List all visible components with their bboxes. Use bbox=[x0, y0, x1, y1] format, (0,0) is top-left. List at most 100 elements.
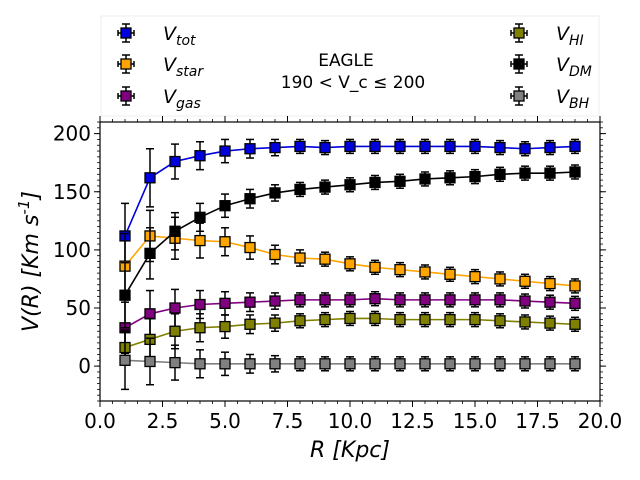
plot-area bbox=[119, 138, 581, 391]
data-point bbox=[169, 356, 181, 369]
data-point bbox=[344, 358, 356, 370]
data-point bbox=[519, 275, 531, 287]
x-tick-label: 10.0 bbox=[328, 409, 373, 433]
data-point bbox=[219, 200, 231, 212]
x-tick-label: 17.5 bbox=[515, 409, 560, 433]
data-point bbox=[569, 166, 581, 178]
data-point bbox=[494, 315, 506, 327]
legend-marker bbox=[120, 58, 132, 70]
data-point bbox=[319, 141, 331, 154]
series-HI bbox=[119, 310, 581, 366]
data-point bbox=[419, 313, 431, 326]
data-point bbox=[219, 145, 231, 157]
data-point bbox=[369, 176, 381, 189]
legend-marker bbox=[513, 58, 525, 70]
data-point bbox=[394, 140, 406, 153]
data-point bbox=[319, 253, 331, 265]
data-point bbox=[469, 313, 481, 326]
data-point bbox=[194, 150, 206, 162]
data-point bbox=[419, 358, 431, 370]
data-point bbox=[269, 358, 281, 370]
data-point bbox=[194, 298, 206, 311]
legend-entry-DM: VDM bbox=[510, 54, 592, 80]
data-point bbox=[569, 318, 581, 330]
data-point bbox=[194, 322, 206, 334]
data-point bbox=[394, 358, 406, 370]
data-point bbox=[294, 140, 306, 153]
series-DM bbox=[119, 164, 581, 329]
x-tick-label: 15.0 bbox=[453, 409, 498, 433]
data-point bbox=[419, 294, 431, 306]
legend: Vtot Vstar Vgas VHI VDM VBH bbox=[100, 15, 600, 117]
x-tick-label: 5.0 bbox=[209, 409, 241, 433]
y-tick-label: 0 bbox=[78, 354, 91, 378]
legend-label: VHI bbox=[556, 23, 584, 49]
legend-label: Vtot bbox=[163, 23, 196, 49]
x-tick-label: 20.0 bbox=[578, 409, 623, 433]
x-tick-label: 12.5 bbox=[390, 409, 435, 433]
data-point bbox=[494, 273, 506, 285]
data-point bbox=[219, 358, 231, 370]
data-point bbox=[194, 234, 206, 247]
data-point bbox=[269, 187, 281, 199]
data-point bbox=[494, 168, 506, 180]
data-point bbox=[369, 312, 381, 325]
data-point bbox=[494, 294, 506, 306]
data-point bbox=[269, 141, 281, 154]
data-point bbox=[544, 358, 556, 370]
data-point bbox=[519, 143, 531, 155]
legend-marker bbox=[120, 90, 132, 102]
data-point bbox=[144, 247, 156, 260]
data-point bbox=[444, 313, 456, 326]
data-point bbox=[469, 270, 481, 283]
data-point bbox=[294, 252, 306, 264]
y-axis-label: V(R) [Km s-1] bbox=[15, 191, 44, 332]
data-point bbox=[519, 167, 531, 179]
chart-title: EAGLE bbox=[318, 51, 373, 71]
data-point bbox=[269, 295, 281, 307]
data-point bbox=[394, 263, 406, 276]
data-point bbox=[144, 172, 156, 184]
data-point bbox=[394, 294, 406, 306]
legend-marker bbox=[120, 27, 132, 39]
data-point bbox=[519, 358, 531, 370]
data-point bbox=[194, 358, 206, 370]
data-point bbox=[369, 261, 381, 273]
data-point bbox=[144, 355, 156, 368]
data-point bbox=[169, 325, 181, 337]
data-point bbox=[344, 312, 356, 325]
x-tick-label: 7.5 bbox=[272, 409, 304, 433]
data-point bbox=[294, 183, 306, 196]
data-point bbox=[219, 320, 231, 333]
legend-label: Vgas bbox=[163, 86, 201, 112]
legend-entry-tot: Vtot bbox=[117, 23, 196, 49]
data-point bbox=[244, 296, 256, 308]
legend-entry-gas: Vgas bbox=[117, 86, 201, 112]
legend-label: VBH bbox=[556, 86, 590, 112]
data-point bbox=[394, 175, 406, 187]
data-point bbox=[244, 143, 256, 155]
data-point bbox=[219, 297, 231, 310]
x-tick-label: 0.0 bbox=[84, 409, 116, 433]
data-point bbox=[194, 211, 206, 223]
data-point bbox=[444, 294, 456, 306]
data-point bbox=[419, 140, 431, 153]
data-point bbox=[494, 358, 506, 370]
y-tick-label: 200 bbox=[53, 122, 91, 146]
data-point bbox=[369, 358, 381, 370]
legend-entry-HI: VHI bbox=[510, 23, 584, 49]
data-point bbox=[369, 293, 381, 305]
data-point bbox=[319, 313, 331, 326]
data-point bbox=[469, 294, 481, 306]
data-point bbox=[469, 358, 481, 370]
data-point bbox=[569, 280, 581, 292]
data-point bbox=[319, 358, 331, 370]
chart-subtitle: 190 < V_c ≤ 200 bbox=[281, 73, 425, 93]
axes: 0.0 2.5 5.0 7.5 10.0 12.5 15.0 17.5 20.0 0 50 100 15… bbox=[15, 116, 622, 463]
data-point bbox=[294, 358, 306, 370]
data-point bbox=[569, 358, 581, 370]
data-point bbox=[444, 172, 456, 184]
legend-marker bbox=[513, 90, 525, 102]
data-point bbox=[119, 289, 131, 301]
